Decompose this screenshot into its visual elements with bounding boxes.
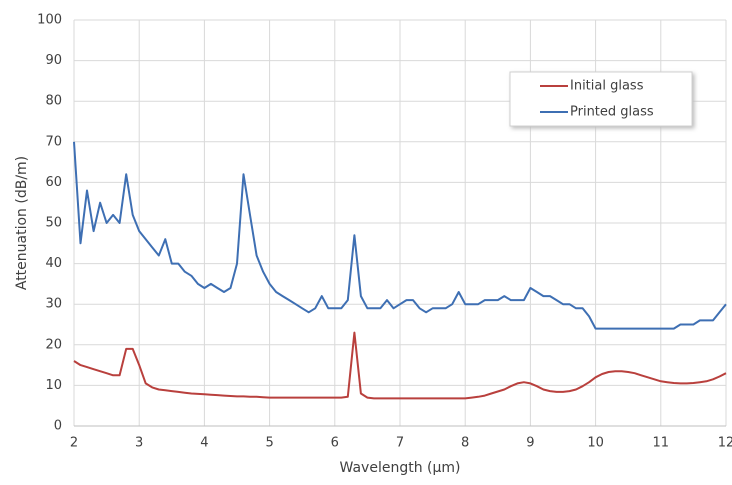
x-axis-label: Wavelength (μm) (340, 460, 461, 476)
y-tick-label: 100 (37, 13, 62, 28)
x-tick-label: 2 (70, 436, 78, 451)
y-tick-label: 30 (45, 297, 62, 312)
legend-label: Printed glass (570, 105, 654, 120)
x-tick-label: 10 (587, 436, 604, 451)
x-tick-label: 8 (461, 436, 469, 451)
y-tick-label: 60 (45, 175, 62, 190)
y-tick-label: 0 (54, 419, 62, 434)
legend-label: Initial glass (570, 79, 644, 94)
x-tick-label: 11 (653, 436, 670, 451)
x-tick-label: 3 (135, 436, 143, 451)
y-tick-label: 70 (45, 134, 62, 149)
legend-box (509, 71, 693, 127)
x-tick-label: 12 (718, 436, 732, 451)
y-tick-label: 20 (45, 337, 62, 352)
y-tick-label: 40 (45, 256, 62, 271)
series-line (73, 331, 727, 400)
y-axis-label: Attenuation (dB/m) (14, 156, 30, 290)
series-line (73, 141, 727, 330)
y-tick-label: 50 (45, 216, 62, 231)
y-tick-label: 10 (45, 378, 62, 393)
x-tick-label: 9 (526, 436, 534, 451)
y-tick-label: 80 (45, 94, 62, 109)
x-tick-label: 7 (396, 436, 404, 451)
x-tick-label: 6 (331, 436, 339, 451)
x-tick-label: 4 (200, 436, 208, 451)
x-tick-label: 5 (265, 436, 273, 451)
y-tick-label: 90 (45, 53, 62, 68)
